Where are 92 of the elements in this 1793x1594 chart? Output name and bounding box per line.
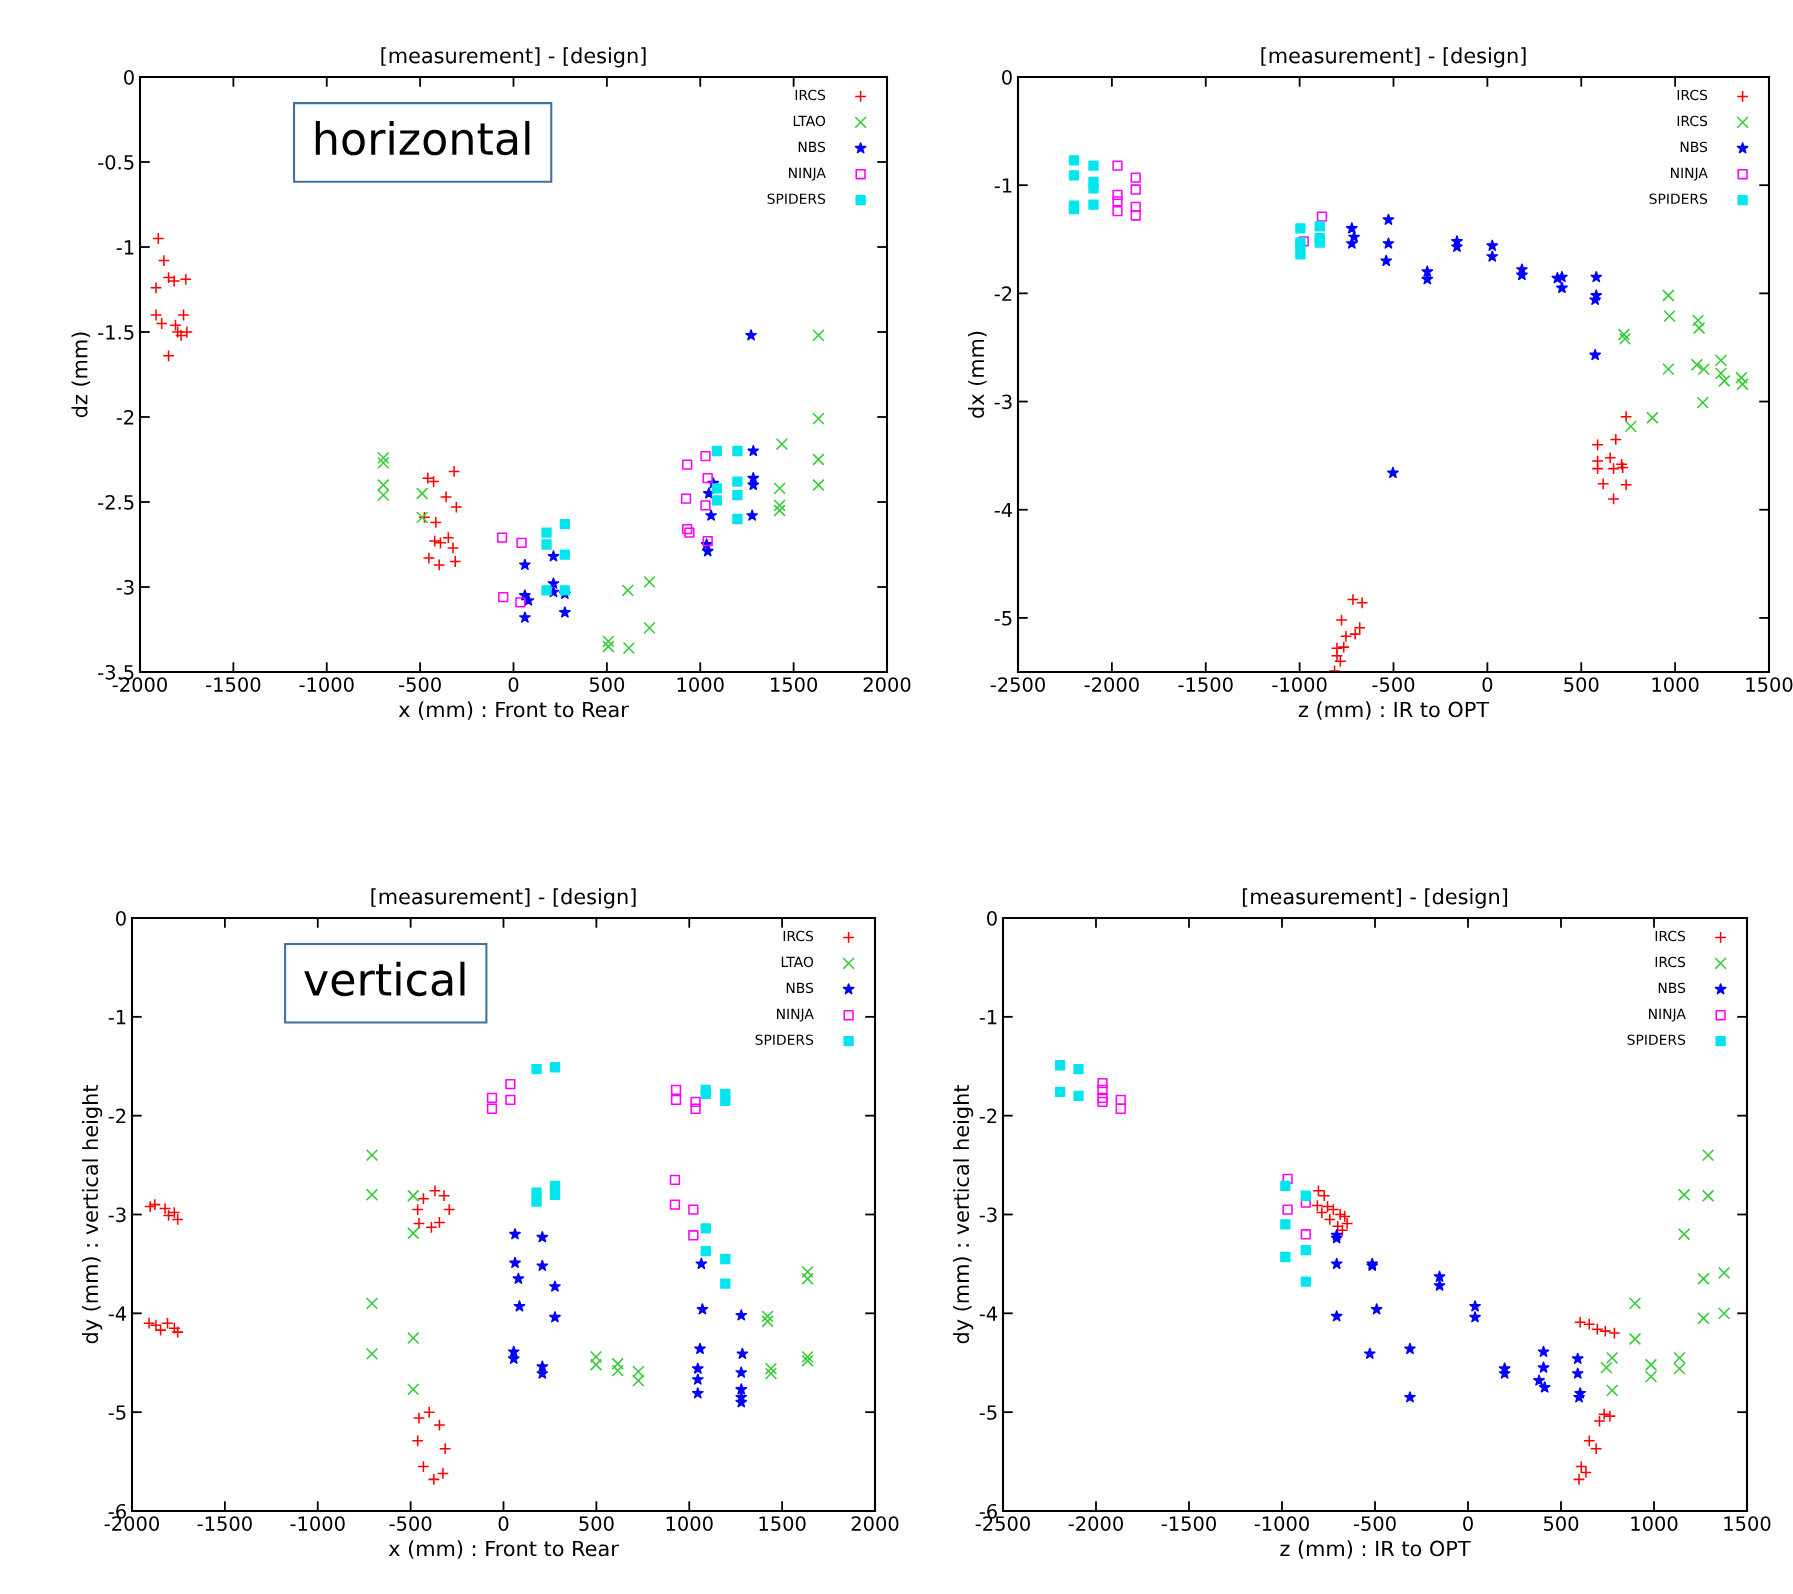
- x-tick-label: 2000: [863, 677, 911, 692]
- x-tick-label: -2000: [1084, 677, 1139, 692]
- x-tick-label: -2500: [990, 677, 1045, 692]
- y-tick-label: -4: [108, 1306, 127, 1321]
- x-tick-label: -500: [1353, 1516, 1396, 1531]
- annotation: horizontal: [315, 120, 530, 156]
- x-tick-label: 1000: [677, 677, 724, 692]
- chart-title: [measurement] - [design]: [1242, 888, 1508, 909]
- chart-title: [measurement] - [design]: [371, 888, 636, 909]
- x-tick-label: 0: [1463, 1516, 1473, 1531]
- y-tick-label: -2.5: [98, 494, 134, 510]
- legend-label: SPIDERS: [755, 1034, 814, 1046]
- y-tick-label: -3: [116, 579, 134, 595]
- x-tick-label: 1000: [666, 1516, 713, 1531]
- legend-label: SPIDERS: [1627, 1034, 1686, 1046]
- x-tick-label: -500: [399, 677, 441, 692]
- x-axis-title: x (mm) : Front to Rear: [388, 1540, 619, 1559]
- x-tick-label: 0: [1482, 677, 1493, 692]
- x-tick-label: 500: [1543, 1516, 1579, 1531]
- x-axis-title: z (mm) : IR to OPT: [1280, 1540, 1471, 1559]
- legend-label: NINJA: [789, 167, 826, 181]
- y-tick-label: -2: [116, 409, 134, 425]
- x-tick-label: -1500: [206, 677, 261, 692]
- annotation: vertical: [304, 961, 465, 997]
- x-tick-label: 500: [579, 1516, 614, 1531]
- y-tick-label: 0: [1002, 69, 1012, 85]
- x-tick-label: 500: [589, 677, 625, 692]
- y-tick-label: -1: [108, 1010, 126, 1025]
- chart-title: [measurement] - [design]: [381, 47, 646, 68]
- legend-label: NINJA: [777, 1008, 814, 1022]
- legend-label: IRCS: [783, 930, 814, 942]
- x-tick-label: -500: [1372, 677, 1415, 692]
- y-tick-label: -3: [994, 394, 1012, 410]
- y-tick-label: -1.5: [98, 325, 134, 340]
- legend-label: IRCS: [1655, 956, 1686, 968]
- y-tick-label: -2: [979, 1108, 997, 1124]
- x-axis-title: x (mm) : Front to Rear: [398, 701, 629, 720]
- y-axis-title: dx (mm): [968, 331, 987, 418]
- x-tick-label: 0: [498, 1516, 509, 1531]
- x-tick-label: -1000: [290, 1516, 345, 1531]
- y-tick-label: 0: [116, 910, 126, 926]
- legend-label: NBS: [1680, 141, 1708, 153]
- x-tick-label: -2000: [1068, 1516, 1123, 1531]
- y-tick-label: -1: [979, 1010, 997, 1025]
- x-tick-label: 1500: [771, 677, 818, 692]
- x-tick-label: 1500: [759, 1516, 806, 1531]
- y-axis-title: dy (mm) : vertical height: [82, 1085, 103, 1344]
- x-tick-label: 0: [508, 677, 519, 692]
- y-tick-label: -5: [994, 611, 1012, 626]
- legend-label: IRCS: [1655, 930, 1686, 942]
- legend-label: NBS: [798, 141, 826, 153]
- y-tick-label: 0: [124, 69, 134, 85]
- legend-label: SPIDERS: [1649, 193, 1708, 205]
- y-tick-label: -4: [994, 502, 1013, 518]
- y-axis-title: dy (mm) : vertical height: [953, 1085, 974, 1344]
- x-tick-label: 1000: [1652, 677, 1699, 692]
- x-tick-label: -500: [389, 1516, 432, 1531]
- legend-label: IRCS: [1677, 115, 1708, 127]
- y-tick-label: -3: [979, 1207, 997, 1223]
- legend-label: NINJA: [1649, 1008, 1686, 1022]
- y-tick-label: -0.5: [98, 154, 134, 170]
- legend-label: IRCS: [795, 89, 826, 101]
- x-tick-label: -1500: [197, 1516, 252, 1531]
- x-tick-label: 2000: [851, 1516, 899, 1531]
- x-tick-label: 1500: [1724, 1516, 1771, 1531]
- y-tick-label: 0: [987, 910, 997, 926]
- y-tick-label: -5: [979, 1405, 997, 1420]
- y-tick-label: -3: [108, 1207, 126, 1223]
- legend-label: SPIDERS: [767, 193, 826, 205]
- y-tick-label: -1: [116, 240, 134, 255]
- x-tick-label: 1000: [1631, 1516, 1678, 1531]
- y-tick-label: -1: [994, 178, 1012, 193]
- x-axis-title: z (mm) : IR to OPT: [1298, 701, 1490, 720]
- x-tick-label: -1000: [1254, 1516, 1309, 1531]
- chart-title: [measurement] - [design]: [1261, 47, 1526, 68]
- x-tick-label: -1500: [1178, 677, 1233, 692]
- y-tick-label: -2: [108, 1108, 126, 1124]
- x-tick-label: -1000: [1272, 677, 1327, 692]
- legend-label: LTAO: [781, 956, 814, 968]
- x-tick-label: 1500: [1746, 677, 1793, 692]
- x-tick-label: -1500: [1161, 1516, 1216, 1531]
- legend-label: LTAO: [793, 115, 826, 127]
- y-axis-title: dz (mm): [71, 332, 91, 418]
- x-tick-label: -1000: [299, 677, 354, 692]
- x-tick-label: 500: [1564, 677, 1599, 692]
- legend-label: NBS: [1658, 982, 1686, 994]
- legend-label: NBS: [786, 982, 814, 994]
- y-tick-label: -2: [994, 286, 1012, 301]
- y-tick-label: -5: [108, 1405, 126, 1420]
- y-tick-label: -4: [979, 1306, 998, 1321]
- legend-label: NINJA: [1671, 167, 1708, 181]
- legend-label: IRCS: [1677, 89, 1708, 101]
